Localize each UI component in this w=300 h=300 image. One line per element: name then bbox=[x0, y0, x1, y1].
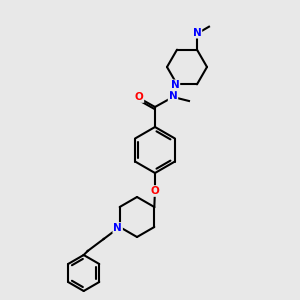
Text: N: N bbox=[193, 28, 201, 38]
Text: N: N bbox=[171, 80, 179, 90]
Text: O: O bbox=[151, 186, 159, 196]
Text: N: N bbox=[113, 223, 122, 233]
Text: O: O bbox=[135, 92, 143, 102]
Text: N: N bbox=[169, 91, 177, 101]
